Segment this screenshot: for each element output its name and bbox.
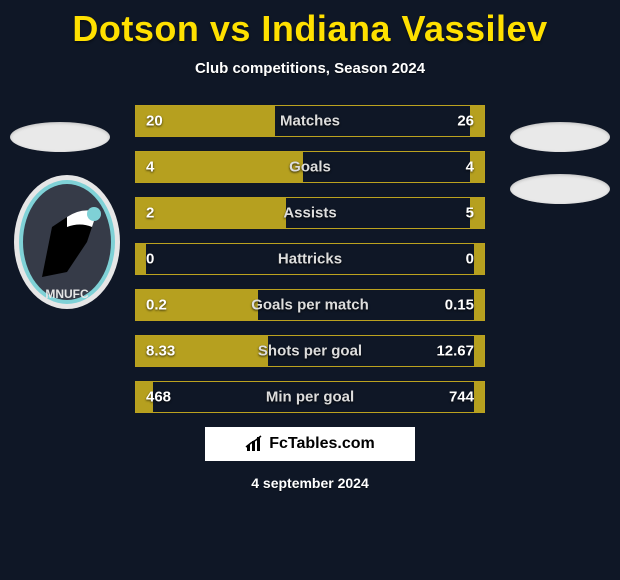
subtitle: Club competitions, Season 2024: [0, 60, 620, 77]
stat-row: 2026Matches: [135, 105, 485, 137]
club-left-crest: MNUFC: [12, 172, 122, 312]
stat-row: 468744Min per goal: [135, 381, 485, 413]
stat-row: 44Goals: [135, 151, 485, 183]
player-right-avatar: [510, 122, 610, 152]
stat-row: 25Assists: [135, 197, 485, 229]
comparison-bars: 2026Matches 44Goals 25Assists 00Hattricks 0.…: [135, 105, 485, 413]
stat-label: Shots per goal: [136, 343, 484, 360]
date-text: 4 september 2024: [0, 475, 620, 491]
club-right-avatar: [510, 174, 610, 204]
branding-badge[interactable]: FcTables.com: [205, 427, 415, 461]
page-title: Dotson vs Indiana Vassilev: [0, 0, 620, 50]
stat-row: 8.3312.67Shots per goal: [135, 335, 485, 367]
stat-label: Goals per match: [136, 297, 484, 314]
stat-label: Assists: [136, 205, 484, 222]
stat-label: Matches: [136, 113, 484, 130]
stat-label: Hattricks: [136, 251, 484, 268]
chart-icon: [245, 435, 263, 453]
stat-label: Goals: [136, 159, 484, 176]
stat-label: Min per goal: [136, 389, 484, 406]
player-left-avatar: [10, 122, 110, 152]
svg-text:MNUFC: MNUFC: [45, 287, 89, 301]
stat-row: 00Hattricks: [135, 243, 485, 275]
stat-row: 0.20.15Goals per match: [135, 289, 485, 321]
branding-text: FcTables.com: [269, 435, 375, 453]
